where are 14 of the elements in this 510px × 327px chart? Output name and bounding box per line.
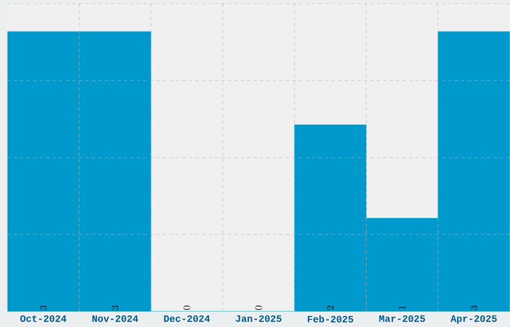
- x-tick-label: Dec-2024: [164, 315, 210, 322]
- x-tick-label: Apr-2025: [450, 315, 497, 324]
- data-label: 3: [470, 305, 478, 310]
- data-label: 0: [255, 305, 262, 310]
- data-label: 2: [327, 305, 334, 310]
- x-tick-label: Mar-2025: [379, 315, 425, 322]
- x-tick-label: Oct-2024: [20, 315, 66, 322]
- data-label: 3: [40, 305, 47, 310]
- x-tick-label: Jan-2025: [236, 315, 282, 322]
- x-tick-label: Feb-2025: [308, 315, 354, 322]
- data-label: 3: [112, 305, 118, 310]
- data-label: 0: [183, 305, 190, 310]
- x-tick-label: Nov-2024: [92, 315, 138, 322]
- data-label: 1: [398, 306, 406, 310]
